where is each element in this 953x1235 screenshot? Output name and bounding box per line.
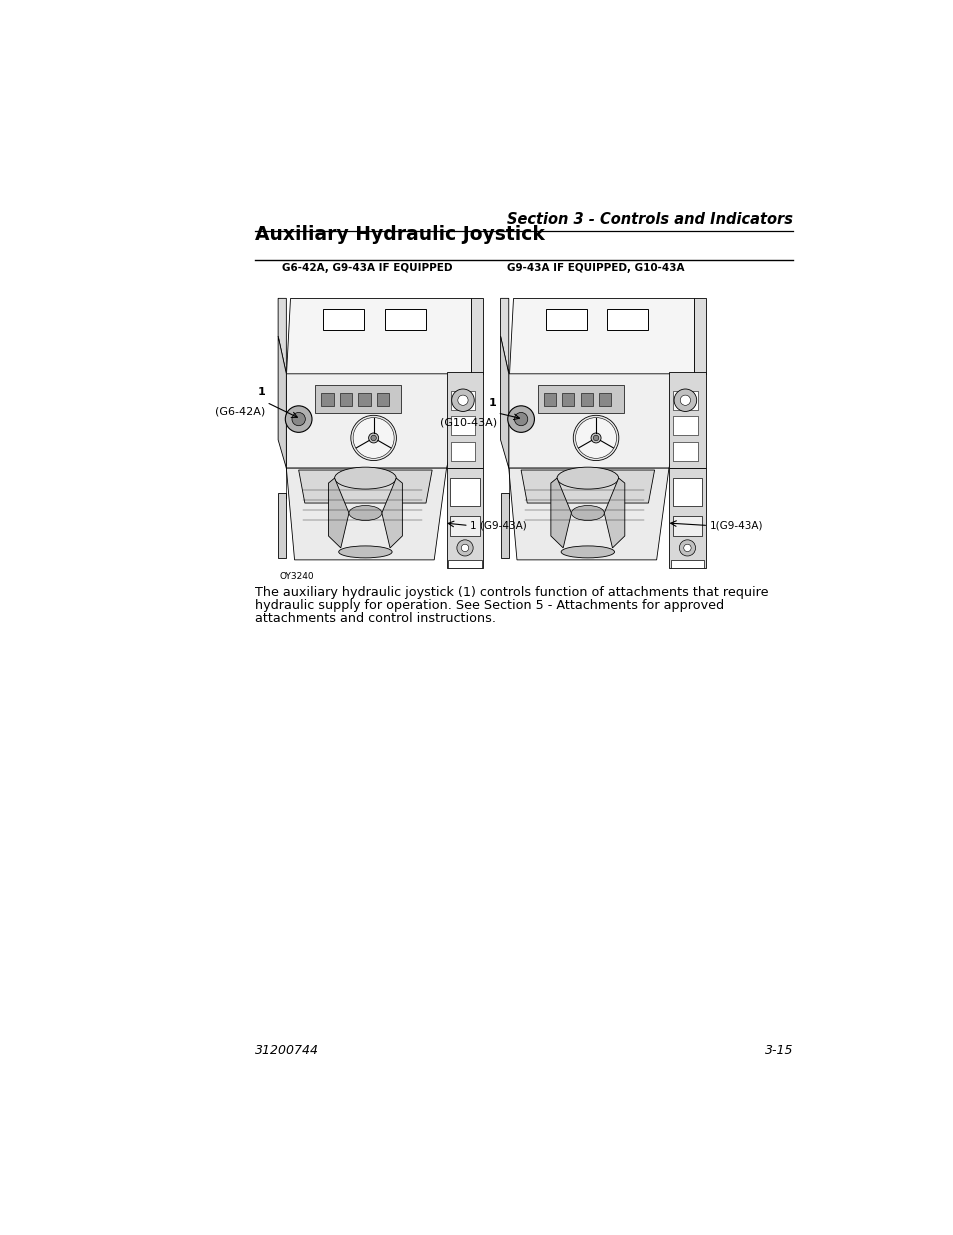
Polygon shape bbox=[298, 471, 432, 503]
Circle shape bbox=[507, 406, 534, 432]
Bar bbox=[314, 385, 401, 414]
Circle shape bbox=[591, 433, 600, 443]
Bar bbox=[500, 493, 508, 558]
Polygon shape bbox=[286, 374, 471, 468]
Circle shape bbox=[368, 433, 378, 443]
Bar bbox=[537, 385, 623, 414]
Bar bbox=[471, 299, 483, 374]
Polygon shape bbox=[278, 299, 286, 374]
Ellipse shape bbox=[338, 546, 392, 558]
Text: OY3240: OY3240 bbox=[279, 572, 314, 580]
Polygon shape bbox=[508, 374, 693, 468]
Circle shape bbox=[514, 412, 527, 426]
Bar bbox=[450, 390, 475, 410]
Circle shape bbox=[353, 417, 394, 458]
Text: G9-43A IF EQUIPPED, G10-43A: G9-43A IF EQUIPPED, G10-43A bbox=[506, 263, 683, 273]
Polygon shape bbox=[508, 299, 693, 374]
Ellipse shape bbox=[335, 467, 395, 489]
Bar bbox=[339, 393, 352, 406]
Bar bbox=[580, 393, 593, 406]
Circle shape bbox=[285, 406, 312, 432]
Bar bbox=[545, 309, 586, 330]
Polygon shape bbox=[500, 336, 508, 468]
Circle shape bbox=[679, 395, 690, 405]
Circle shape bbox=[456, 540, 473, 556]
Bar bbox=[598, 393, 611, 406]
Bar bbox=[321, 393, 334, 406]
Text: 3-15: 3-15 bbox=[764, 1044, 793, 1057]
Circle shape bbox=[351, 415, 396, 461]
Bar bbox=[561, 393, 574, 406]
Bar bbox=[543, 393, 556, 406]
Text: attachments and control instructions.: attachments and control instructions. bbox=[254, 611, 496, 625]
Circle shape bbox=[683, 545, 690, 552]
Bar bbox=[446, 372, 483, 468]
Bar bbox=[607, 309, 648, 330]
Circle shape bbox=[573, 415, 618, 461]
Text: hydraulic supply for operation. See Section 5 - Attachments for approved: hydraulic supply for operation. See Sect… bbox=[254, 599, 723, 611]
Polygon shape bbox=[508, 468, 668, 559]
Circle shape bbox=[679, 540, 695, 556]
Bar bbox=[673, 442, 697, 461]
Circle shape bbox=[674, 389, 696, 411]
Text: 1: 1 bbox=[257, 387, 265, 396]
Ellipse shape bbox=[557, 467, 618, 489]
Circle shape bbox=[575, 417, 616, 458]
Ellipse shape bbox=[571, 505, 603, 520]
Bar bbox=[384, 309, 426, 330]
Circle shape bbox=[451, 389, 474, 411]
Polygon shape bbox=[278, 336, 286, 468]
Text: Auxiliary Hydraulic Joystick: Auxiliary Hydraulic Joystick bbox=[254, 225, 544, 243]
Bar bbox=[450, 516, 479, 536]
Bar bbox=[278, 493, 286, 558]
Ellipse shape bbox=[349, 505, 381, 520]
Bar bbox=[668, 372, 705, 468]
Bar bbox=[323, 309, 364, 330]
Text: (G6-42A): (G6-42A) bbox=[214, 406, 265, 416]
Bar bbox=[693, 299, 705, 374]
Bar bbox=[448, 559, 481, 568]
Bar bbox=[670, 559, 703, 568]
Bar bbox=[357, 393, 370, 406]
Ellipse shape bbox=[560, 546, 614, 558]
Bar bbox=[668, 468, 705, 568]
Text: 1: 1 bbox=[488, 398, 497, 408]
Polygon shape bbox=[381, 478, 402, 548]
Polygon shape bbox=[286, 299, 471, 374]
Circle shape bbox=[457, 395, 468, 405]
Text: The auxiliary hydraulic joystick (1) controls function of attachments that requi: The auxiliary hydraulic joystick (1) con… bbox=[254, 585, 767, 599]
Bar bbox=[672, 516, 701, 536]
Polygon shape bbox=[500, 299, 508, 374]
Circle shape bbox=[292, 412, 305, 426]
Polygon shape bbox=[550, 478, 571, 548]
Bar bbox=[446, 468, 483, 568]
Circle shape bbox=[593, 435, 598, 441]
Bar bbox=[450, 478, 479, 506]
Circle shape bbox=[461, 545, 468, 552]
Bar bbox=[450, 416, 475, 435]
Polygon shape bbox=[603, 478, 624, 548]
Polygon shape bbox=[520, 471, 654, 503]
Bar bbox=[673, 390, 697, 410]
Bar bbox=[376, 393, 389, 406]
Text: G6-42A, G9-43A IF EQUIPPED: G6-42A, G9-43A IF EQUIPPED bbox=[282, 263, 452, 273]
Polygon shape bbox=[286, 468, 446, 559]
Bar bbox=[450, 442, 475, 461]
Text: 31200744: 31200744 bbox=[254, 1044, 318, 1057]
Bar bbox=[672, 478, 701, 506]
Bar bbox=[673, 416, 697, 435]
Text: (G10-43A): (G10-43A) bbox=[439, 417, 497, 427]
Circle shape bbox=[371, 435, 376, 441]
Polygon shape bbox=[328, 478, 349, 548]
Text: Section 3 - Controls and Indicators: Section 3 - Controls and Indicators bbox=[507, 211, 793, 227]
Text: 1 (G9-43A): 1 (G9-43A) bbox=[470, 520, 526, 531]
Text: 1(G9-43A): 1(G9-43A) bbox=[709, 520, 762, 531]
